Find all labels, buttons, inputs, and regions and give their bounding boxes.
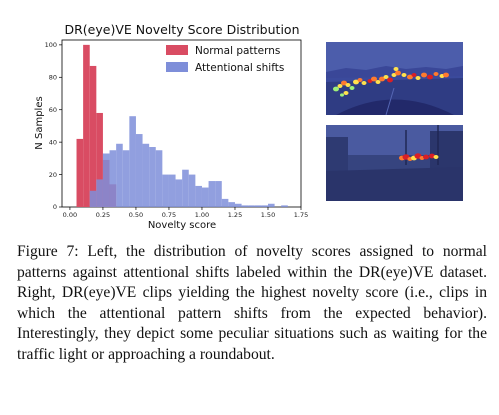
heat1-blob-1 [338, 84, 343, 88]
heat1-blob-27 [394, 67, 399, 71]
x-tick-label-7: 1.75 [294, 211, 308, 219]
heat1-blob-15 [395, 71, 401, 76]
heat1-blob-18 [412, 73, 417, 77]
legend-label-attentional: Attentional shifts [195, 62, 284, 74]
y-tick-label-0: 0 [53, 203, 57, 211]
histogram-chart: DR(eye)VE Novelty Score Distribution 0.0… [0, 0, 320, 235]
heat1-blob-3 [346, 83, 351, 87]
legend-swatch-normal [166, 45, 188, 55]
heat1-blob-16 [402, 73, 407, 77]
bar-attentional-11 [162, 175, 169, 207]
x-tick-label-0: 0.00 [63, 211, 77, 219]
bar-attentional-10 [156, 150, 163, 207]
legend: Normal patterns Attentional shifts [166, 45, 284, 74]
heat1-blob-13 [387, 78, 393, 83]
roundabout-scene-image [326, 42, 463, 115]
clip-thumbnail-traffic-light [326, 125, 463, 201]
bar-attentional-3 [110, 150, 117, 207]
heat1-blob-6 [358, 78, 363, 82]
bar-attentional-4 [116, 144, 123, 207]
clip-thumbnail-roundabout [326, 42, 463, 115]
heat1-blob-7 [362, 81, 367, 85]
x-tick-label-6: 1.50 [261, 211, 275, 219]
x-tick-label-2: 0.50 [129, 211, 143, 219]
bar-attentional-0 [90, 191, 97, 207]
heat1-blob-9 [371, 77, 377, 82]
x-axis-label: Novelty score [148, 220, 216, 231]
bar-attentional-13 [176, 179, 183, 207]
bar-attentional-18 [209, 181, 216, 207]
heat1-blob-4 [350, 86, 355, 90]
bar-attentional-15 [189, 175, 196, 207]
heat1-blob-12 [384, 75, 389, 79]
bar-attentional-7 [136, 134, 143, 207]
heat1-blob-21 [427, 75, 433, 80]
heat1-blob-22 [434, 72, 439, 76]
bar-normal-2 [90, 66, 97, 207]
heat1-blob-19 [416, 76, 421, 80]
x-tick-label-4: 1.00 [195, 211, 209, 219]
x-tick-label-3: 0.75 [162, 211, 176, 219]
traffic-light-scene-image [326, 125, 463, 201]
bar-normal-1 [83, 45, 90, 207]
bar-attentional-19 [215, 181, 222, 207]
x-tick-label-5: 1.25 [228, 211, 242, 219]
bar-attentional-22 [235, 204, 242, 207]
bar-attentional-27 [268, 204, 275, 207]
bar-attentional-21 [228, 202, 235, 207]
bar-attentional-1 [96, 179, 103, 207]
chart-title: DR(eye)VE Novelty Score Distribution [64, 22, 299, 37]
y-tick-label-5: 100 [45, 41, 57, 49]
bar-attentional-6 [129, 116, 136, 207]
bar-attentional-20 [222, 199, 229, 207]
legend-label-normal: Normal patterns [195, 45, 280, 57]
bar-attentional-16 [195, 186, 202, 207]
figure-caption: Figure 7: Left, the distribution of nove… [17, 242, 487, 365]
heat1-blob-26 [340, 93, 344, 96]
heat1-blob-10 [376, 80, 381, 84]
heat1-blob-25 [344, 91, 349, 95]
bar-attentional-25 [255, 205, 262, 207]
legend-swatch-attentional [166, 62, 188, 72]
bar-attentional-23 [242, 205, 249, 207]
heat2-blob-6 [423, 155, 429, 160]
y-axis-label: N Samples [34, 96, 45, 149]
heat1-blob-0 [333, 87, 339, 92]
y-tick-label-3: 60 [49, 106, 57, 114]
bar-normal-0 [77, 139, 84, 207]
y-tick-label-2: 40 [49, 138, 57, 146]
x-tick-label-1: 0.25 [96, 211, 110, 219]
bar-attentional-29 [281, 205, 288, 207]
bar-attentional-26 [261, 205, 268, 207]
heat1-blob-24 [443, 73, 449, 78]
bar-attentional-8 [143, 144, 150, 207]
bar-attentional-5 [123, 150, 130, 207]
y-tick-label-4: 80 [49, 73, 57, 81]
bar-attentional-24 [248, 205, 255, 207]
heat1-blob-20 [421, 73, 427, 78]
bar-attentional-9 [149, 147, 156, 207]
y-tick-label-1: 20 [49, 171, 57, 179]
heat2-blob-8 [434, 155, 439, 159]
bar-attentional-2 [103, 153, 110, 207]
bar-attentional-12 [169, 175, 176, 207]
bar-attentional-14 [182, 170, 189, 207]
bar-attentional-17 [202, 188, 209, 207]
